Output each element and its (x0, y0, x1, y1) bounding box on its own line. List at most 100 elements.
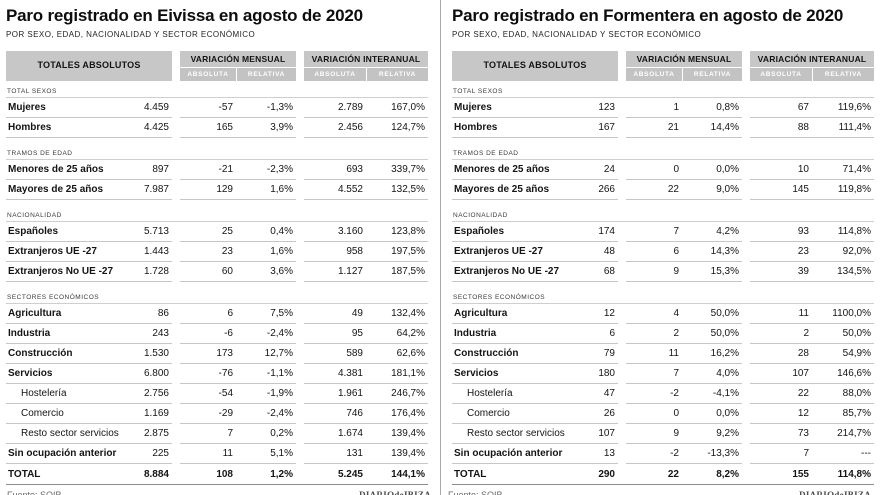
value-total (558, 291, 618, 304)
section-header-row: TOTAL SEXOS (452, 85, 874, 98)
newspaper-logo: DIARIOdeIBIZA (799, 490, 871, 495)
value-yearly-absolute (750, 85, 812, 98)
value-monthly-relative: 0,8% (682, 98, 742, 118)
value-yearly-absolute (304, 85, 366, 98)
table-row: Agricultura 12 4 50,0% 11 1100,0% (452, 304, 874, 324)
value-total: 1.530 (112, 344, 172, 364)
row-label: Agricultura (452, 304, 558, 324)
panel-formentera: Paro registrado en Formentera en agosto … (440, 0, 880, 495)
column-spacer (618, 222, 626, 242)
table-row: Españoles 5.713 25 0,4% 3.160 123,8% (6, 222, 430, 242)
column-spacer (296, 262, 304, 282)
value-monthly-absolute: 11 (180, 444, 236, 464)
value-yearly-absolute: 589 (304, 344, 366, 364)
value-total: 225 (112, 444, 172, 464)
column-spacer (618, 98, 626, 118)
row-label: Hombres (6, 118, 112, 138)
column-spacer (172, 324, 180, 344)
value-monthly-absolute: 9 (626, 262, 682, 282)
value-total (112, 291, 172, 304)
table-row: Hostelería 2.756 -54 -1,9% 1.961 246,7% (6, 384, 430, 404)
column-spacer (172, 180, 180, 200)
column-spacer (172, 364, 180, 384)
column-spacer (172, 85, 180, 98)
table-section: SECTORES ECONÓMICOS Agricultura 12 4 50,0% 11… (452, 291, 874, 464)
column-spacer (618, 424, 626, 444)
table-row: Hombres 4.425 165 3,9% 2.456 124,7% (6, 118, 430, 138)
table-row: Sin ocupación anterior 13 -2 -13,3% 7 --- (452, 444, 874, 464)
table-row: Mayores de 25 años 7.987 129 1,6% 4.552 132,5… (6, 180, 430, 200)
value-yearly-absolute: 145 (750, 180, 812, 200)
column-spacer (296, 180, 304, 200)
value-total: 79 (558, 344, 618, 364)
table-row: Agricultura 86 6 7,5% 49 132,4% (6, 304, 430, 324)
value-total: 2.756 (112, 384, 172, 404)
value-monthly-absolute: 7 (626, 364, 682, 384)
value-yearly-relative (812, 85, 874, 98)
value-monthly-absolute: 0 (626, 404, 682, 424)
value-yearly-relative: 132,4% (366, 304, 428, 324)
value-total: 2.875 (112, 424, 172, 444)
value-monthly-relative: -13,3% (682, 444, 742, 464)
table-header: TOTALES ABSOLUTOS VARIACIÓN MENSUAL VARI… (6, 51, 430, 81)
value-yearly-relative: 187,5% (366, 262, 428, 282)
value-yearly-absolute: 4.381 (304, 364, 366, 384)
value-monthly-absolute (626, 147, 682, 160)
row-label: Menores de 25 años (6, 160, 112, 180)
column-spacer (296, 324, 304, 344)
value-monthly-relative: 0,2% (236, 424, 296, 444)
table-row: Resto sector servicios 2.875 7 0,2% 1.674 139… (6, 424, 430, 444)
column-spacer (296, 85, 304, 98)
column-spacer (296, 98, 304, 118)
value-total: 174 (558, 222, 618, 242)
column-spacer (742, 464, 750, 485)
section-header-row: SECTORES ECONÓMICOS (6, 291, 430, 304)
table-body: TOTAL SEXOS Mujeres 123 1 0,8% 67 119,6% Hombre… (452, 85, 874, 485)
value-monthly-relative (236, 85, 296, 98)
value-monthly-relative: 1,2% (236, 464, 296, 485)
row-label: Industria (452, 324, 558, 344)
column-spacer (296, 384, 304, 404)
row-label: Hombres (452, 118, 558, 138)
column-spacer (618, 444, 626, 464)
value-total: 4.425 (112, 118, 172, 138)
subheader-interanual-absoluta: ABSOLUTA (750, 68, 812, 81)
column-spacer (742, 384, 750, 404)
value-yearly-relative (812, 291, 874, 304)
row-label: Resto sector servicios (6, 424, 119, 444)
column-spacer (296, 444, 304, 464)
value-monthly-relative: -1,1% (236, 364, 296, 384)
table-row: Menores de 25 años 897 -21 -2,3% 693 339,7% (6, 160, 430, 180)
value-yearly-relative: 139,4% (366, 444, 428, 464)
column-spacer (618, 262, 626, 282)
value-monthly-absolute: 4 (626, 304, 682, 324)
panel-footer: Fuente: SOIB DIARIOdeIBIZA (7, 488, 431, 495)
row-label: Hostelería (6, 384, 112, 404)
value-yearly-absolute: 958 (304, 242, 366, 262)
section-header-row: TOTAL SEXOS (6, 85, 430, 98)
value-monthly-relative: 9,0% (682, 180, 742, 200)
value-monthly-absolute: -57 (180, 98, 236, 118)
header-totales-absolutos: TOTALES ABSOLUTOS (452, 51, 618, 81)
value-yearly-absolute: 1.961 (304, 384, 366, 404)
table-section: SECTORES ECONÓMICOS Agricultura 86 6 7,5% 49 1… (6, 291, 430, 464)
value-total: 4.459 (112, 98, 172, 118)
column-spacer (742, 147, 750, 160)
value-monthly-relative (236, 291, 296, 304)
value-yearly-relative: 119,8% (812, 180, 874, 200)
value-yearly-absolute (750, 209, 812, 222)
value-total: 7.987 (112, 180, 172, 200)
column-spacer (172, 209, 180, 222)
column-spacer (172, 262, 180, 282)
value-monthly-absolute (180, 147, 236, 160)
row-label: Sin ocupación anterior (452, 444, 562, 464)
column-spacer (296, 160, 304, 180)
value-total: 5.713 (112, 222, 172, 242)
value-yearly-relative: 123,8% (366, 222, 428, 242)
value-monthly-relative: 12,7% (236, 344, 296, 364)
column-spacer (742, 180, 750, 200)
value-monthly-relative: 0,0% (682, 160, 742, 180)
page-title: Paro registrado en Formentera en agosto … (452, 6, 844, 25)
column-spacer (742, 324, 750, 344)
column-spacer (742, 291, 750, 304)
